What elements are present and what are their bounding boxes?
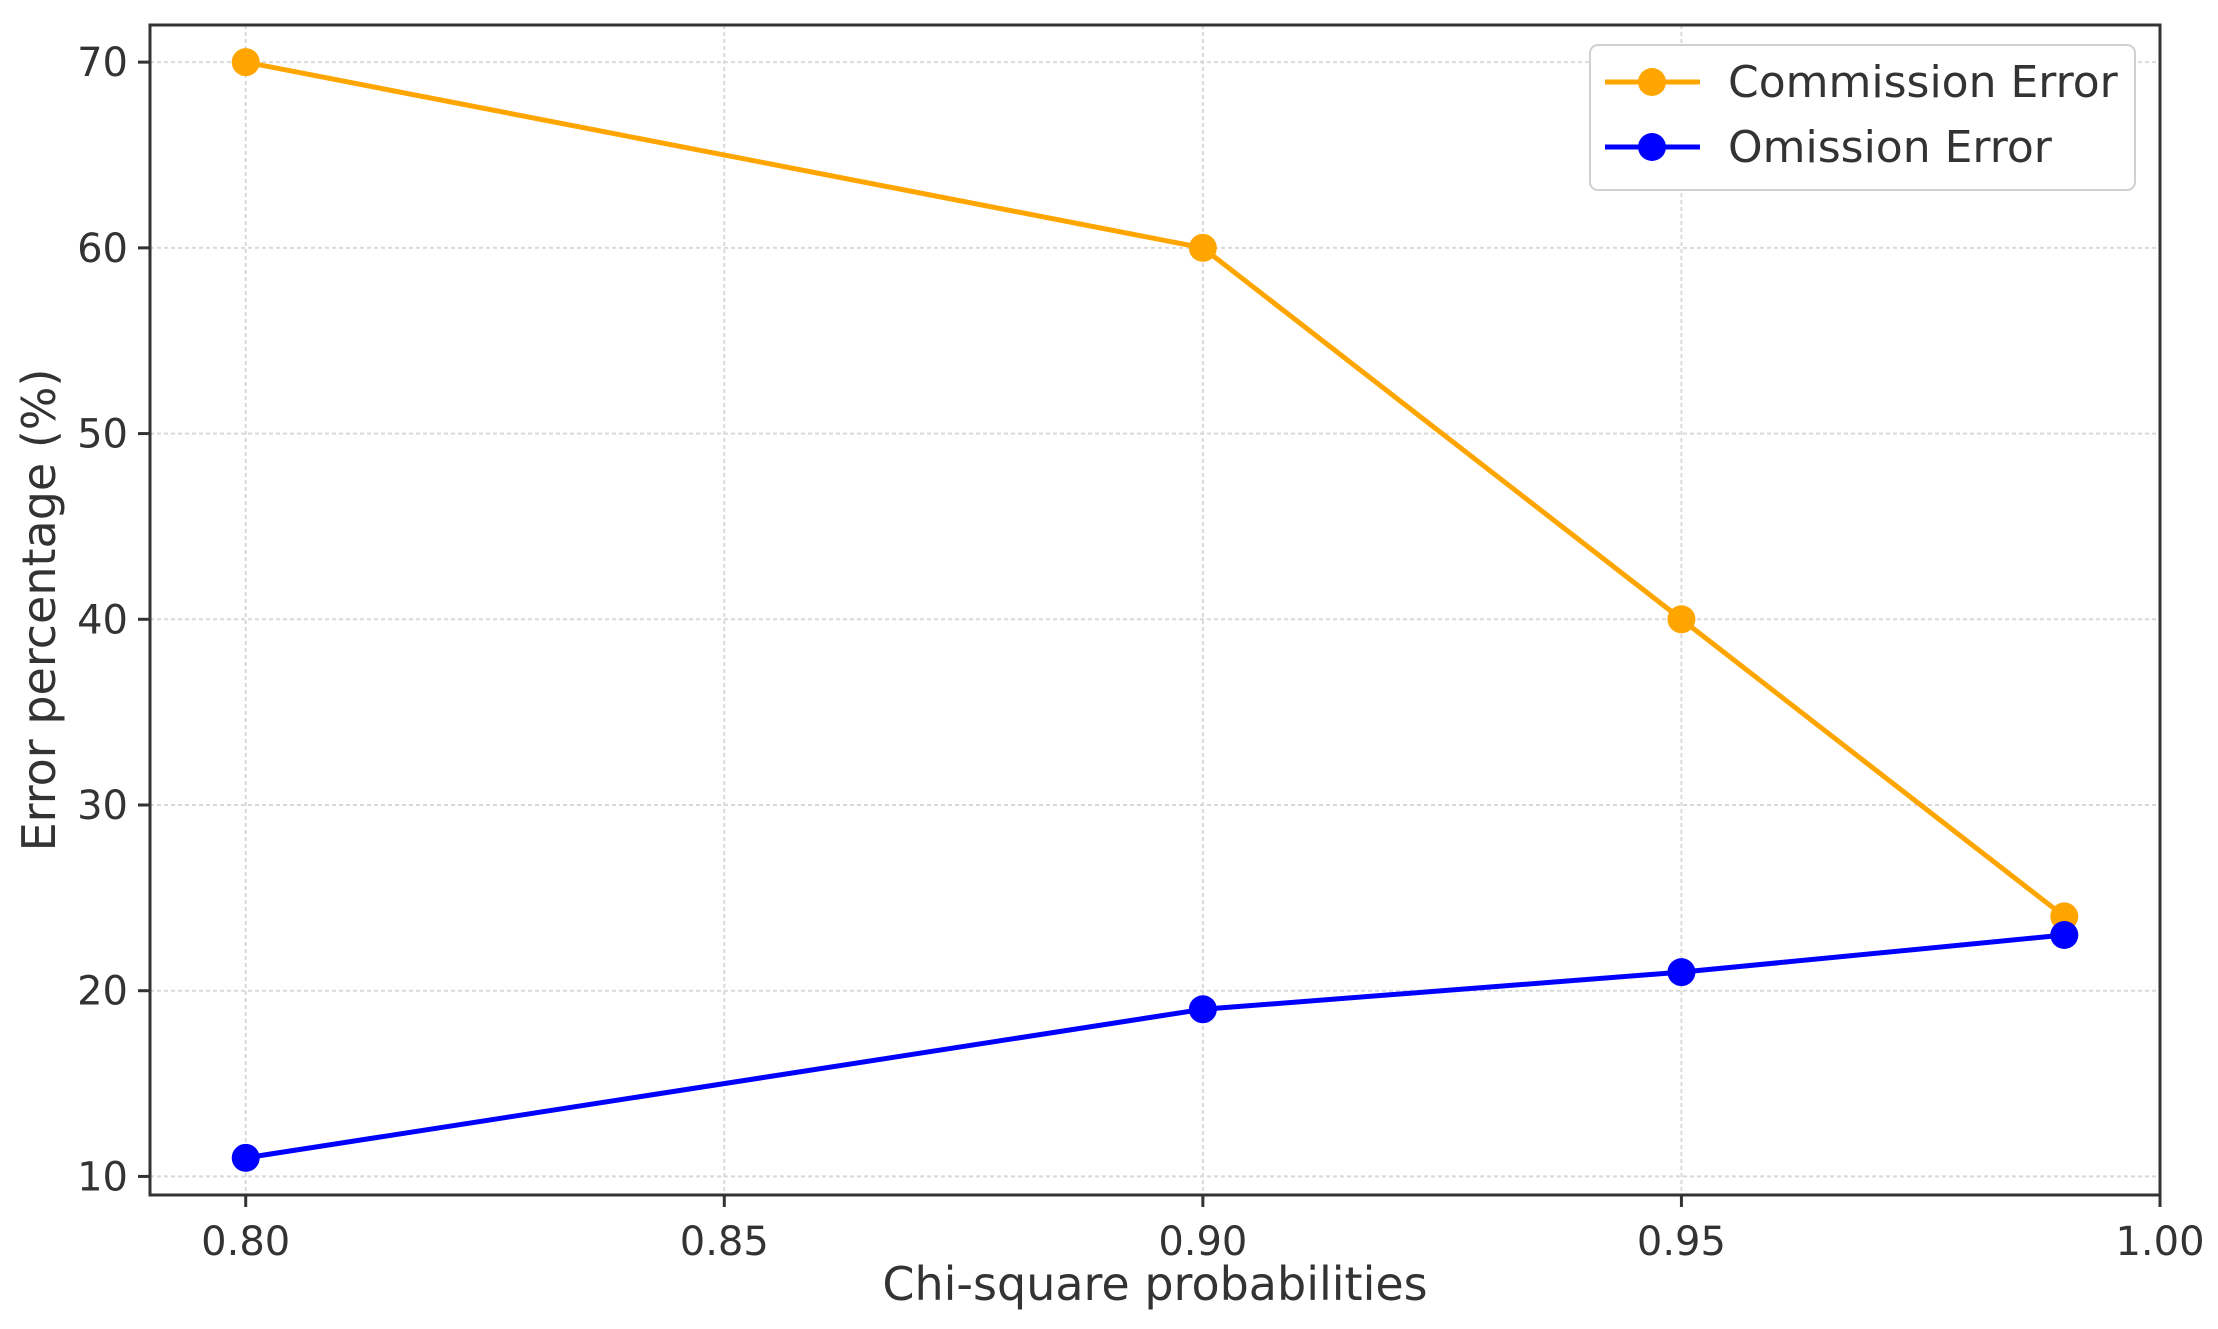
x-tick-label: 0.85: [680, 1219, 769, 1265]
commission-error-line: [245, 59, 2066, 919]
x-axis-label: Chi-square probabilities: [882, 1257, 1427, 1311]
y-tick-label: 60: [77, 226, 128, 272]
x-tick-label: 0.90: [1158, 1219, 1247, 1265]
legend-box: [1589, 44, 2136, 191]
legend-item-omission-error: Omission Error: [1605, 122, 2053, 173]
y-axis-label: Error percentage (%): [12, 369, 66, 852]
legend-items: Commission Error Omission Error: [1605, 57, 2119, 173]
legend-item-commission-error: Commission Error: [1605, 57, 2119, 108]
legend-label: Omission Error: [1728, 122, 2053, 173]
y-tick-label: 20: [77, 969, 128, 1015]
legend-marker-swatch: [1638, 133, 1666, 161]
y-tick-label: 40: [77, 597, 128, 643]
omission-error-series: [231, 921, 2079, 1172]
y-tick-label: 10: [77, 1154, 128, 1200]
omission-error-point: [2050, 921, 2079, 949]
series: [231, 48, 2079, 1172]
plot-frame: [148, 23, 2162, 1197]
axes: [148, 23, 2162, 1197]
omission-error-point: [1188, 995, 1217, 1024]
x-tick-label: 0.80: [201, 1219, 290, 1265]
omission-error-point: [231, 1143, 260, 1172]
commission-error-point: [1188, 233, 1217, 262]
x-tick-label: 0.95: [1637, 1219, 1726, 1265]
commission-error-point: [231, 48, 260, 77]
y-tick-label: 30: [77, 783, 128, 829]
x-tick-label: 1.00: [2115, 1219, 2204, 1265]
legend-marker-swatch: [1638, 68, 1666, 96]
y-tick-label: 50: [77, 412, 128, 458]
legend: Commission Error Omission Error: [1589, 44, 2136, 191]
grid: [150, 25, 2161, 1195]
y-tick-label: 70: [77, 40, 128, 86]
legend-label: Commission Error: [1728, 57, 2119, 108]
omission-error-point: [1667, 958, 1696, 987]
y-ticks: 10 20 30 40 50 60 70: [77, 40, 150, 1200]
omission-error-line: [245, 932, 2065, 1161]
x-ticks: 0.80 0.85 0.90 0.95 1.00: [201, 1195, 2205, 1265]
commission-error-point: [1667, 605, 1696, 634]
